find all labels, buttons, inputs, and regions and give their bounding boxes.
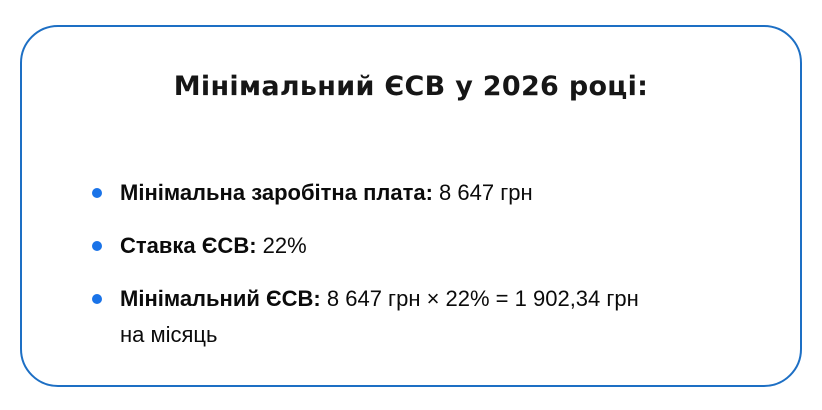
item-label: Ставка ЄСВ:: [120, 233, 257, 258]
list-item: Ставка ЄСВ: 22%: [92, 228, 764, 264]
card-title: Мінімальний ЄСВ у 2026 році:: [173, 71, 649, 102]
bullet-icon: [92, 294, 102, 304]
bullet-icon: [92, 241, 102, 251]
item-label: Мінімальний ЄСВ:: [120, 286, 321, 311]
list-item-text: Ставка ЄСВ: 22%: [120, 228, 307, 264]
list-item-text: Мінімальна заробітна плата: 8 647 грн: [120, 175, 533, 211]
list-item: Мінімальна заробітна плата: 8 647 грн: [92, 175, 764, 211]
item-value: 22%: [262, 233, 307, 258]
bullet-list: Мінімальна заробітна плата: 8 647 грн Ст…: [92, 175, 764, 370]
info-card: Мінімальний ЄСВ у 2026 році: Мінімальна …: [20, 25, 802, 387]
list-item: Мінімальний ЄСВ: 8 647 грн × 22% = 1 902…: [92, 281, 764, 353]
list-item-text: Мінімальний ЄСВ: 8 647 грн × 22% = 1 902…: [120, 281, 639, 353]
bullet-icon: [92, 188, 102, 198]
item-label: Мінімальна заробітна плата:: [120, 180, 433, 205]
item-value: 8 647 грн × 22% = 1 902,34 грн на місяць: [120, 286, 639, 347]
item-value: 8 647 грн: [439, 180, 533, 205]
